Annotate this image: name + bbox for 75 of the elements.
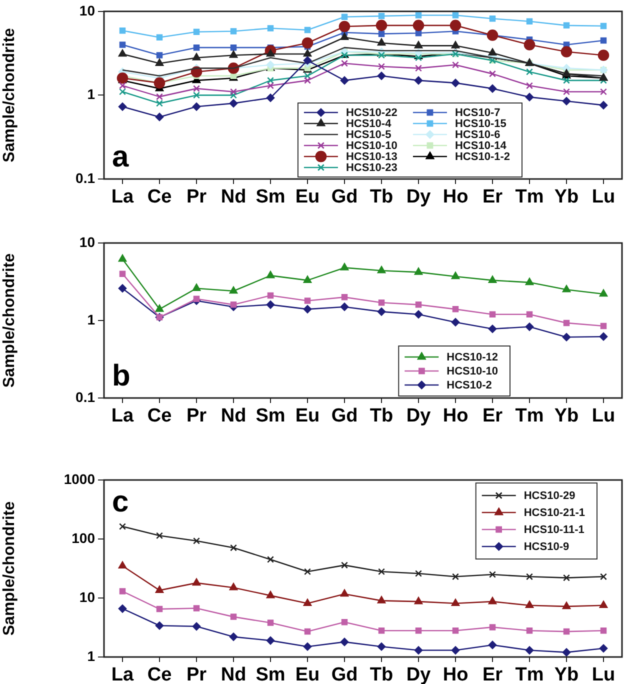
legend-label: HCS10-15 [454, 118, 506, 130]
x-tick-label: Ho [442, 406, 468, 427]
x-tick-label: Pr [186, 664, 208, 684]
x-tick-label: Nd [220, 406, 246, 427]
legend-label: HCS10-22 [346, 107, 398, 120]
x-tick-label: Yb [554, 664, 579, 684]
x-tick-label: Pr [186, 406, 208, 427]
x-tick-label: Eu [295, 406, 320, 427]
x-tick-label: Er [482, 186, 504, 208]
x-tick-label: Nd [220, 186, 246, 208]
x-tick-label: Gd [331, 186, 358, 208]
x-tick-label: La [111, 406, 134, 427]
x-tick-label: Gd [331, 406, 358, 427]
y-axis-title: Sample/chondrite [1, 28, 18, 162]
legend-label: HCS10-2 [446, 380, 492, 392]
y-tick-label: 1 [87, 311, 96, 328]
x-tick-label: Dy [406, 406, 432, 427]
x-tick-label: Ce [147, 664, 172, 684]
legend-label: HCS10-14 [454, 140, 508, 152]
annotation: b [112, 359, 130, 392]
x-tick-label: Tm [515, 664, 544, 684]
x-tick-label: Er [482, 406, 504, 427]
x-tick-label: Gd [331, 664, 358, 684]
x-tick-label: Pr [186, 186, 208, 208]
legend-label: HCS10-9 [524, 541, 570, 554]
x-tick-label: Er [482, 664, 504, 684]
legend-label: HCS10-7 [454, 107, 500, 120]
y-tick-label: 0.1 [76, 388, 96, 405]
legend-label: HCS10-21-1 [524, 507, 585, 520]
x-tick-label: Tb [370, 664, 394, 684]
legend-label: HCS10-29 [524, 490, 576, 502]
x-tick-label: Ce [147, 406, 172, 427]
x-tick-label: Sm [256, 406, 286, 427]
x-tick-label: Ho [442, 664, 468, 684]
x-tick-label: Sm [256, 664, 286, 684]
x-tick-label: Eu [295, 664, 320, 684]
legend-label: HCS10-10 [446, 366, 498, 378]
legend-label: HCS10-10 [346, 140, 398, 152]
y-tick-label: 0.1 [76, 170, 96, 186]
y-tick-label: 100 [72, 530, 96, 546]
x-tick-label: Ce [147, 186, 172, 208]
legend-label: HCS10-5 [346, 129, 392, 142]
y-tick-label: 10 [79, 588, 96, 605]
annotation: c [112, 485, 129, 518]
x-tick-label: Yb [554, 186, 579, 208]
y-tick-label: 10 [79, 2, 96, 18]
x-tick-label: Yb [554, 406, 579, 427]
legend-label: HCS10-11-1 [524, 524, 584, 536]
legend-label: HCS10-23 [346, 162, 398, 174]
y-tick-label: 1 [87, 86, 96, 102]
x-tick-label: Eu [295, 186, 320, 208]
legend-label: HCS10-1-2 [454, 151, 510, 164]
x-tick-label: Tb [370, 406, 394, 427]
y-tick-label: 1000 [64, 470, 96, 487]
x-tick-label: Lu [592, 186, 616, 208]
x-tick-label: La [111, 664, 134, 684]
y-tick-label: 1 [87, 648, 96, 664]
x-tick-label: Tb [370, 186, 394, 208]
annotation: a [112, 140, 129, 174]
legend-label: HCS10-13 [346, 151, 398, 164]
x-tick-label: Tm [515, 186, 544, 208]
x-tick-label: Tm [515, 406, 544, 427]
x-tick-label: La [111, 186, 134, 208]
x-tick-label: Lu [592, 664, 616, 684]
x-tick-label: Ho [442, 186, 468, 208]
x-tick-label: Nd [220, 664, 246, 684]
x-tick-label: Sm [256, 186, 286, 208]
legend-label: HCS10-12 [446, 352, 498, 364]
x-tick-label: Lu [592, 406, 616, 427]
x-tick-label: Dy [406, 186, 432, 208]
legend-label: HCS10-4 [346, 118, 392, 130]
y-tick-label: 10 [79, 234, 96, 250]
y-axis-title: Sample/chondrite [1, 253, 18, 388]
y-axis-title: Sample/chondrite [1, 501, 18, 636]
legend-label: HCS10-6 [454, 129, 500, 142]
